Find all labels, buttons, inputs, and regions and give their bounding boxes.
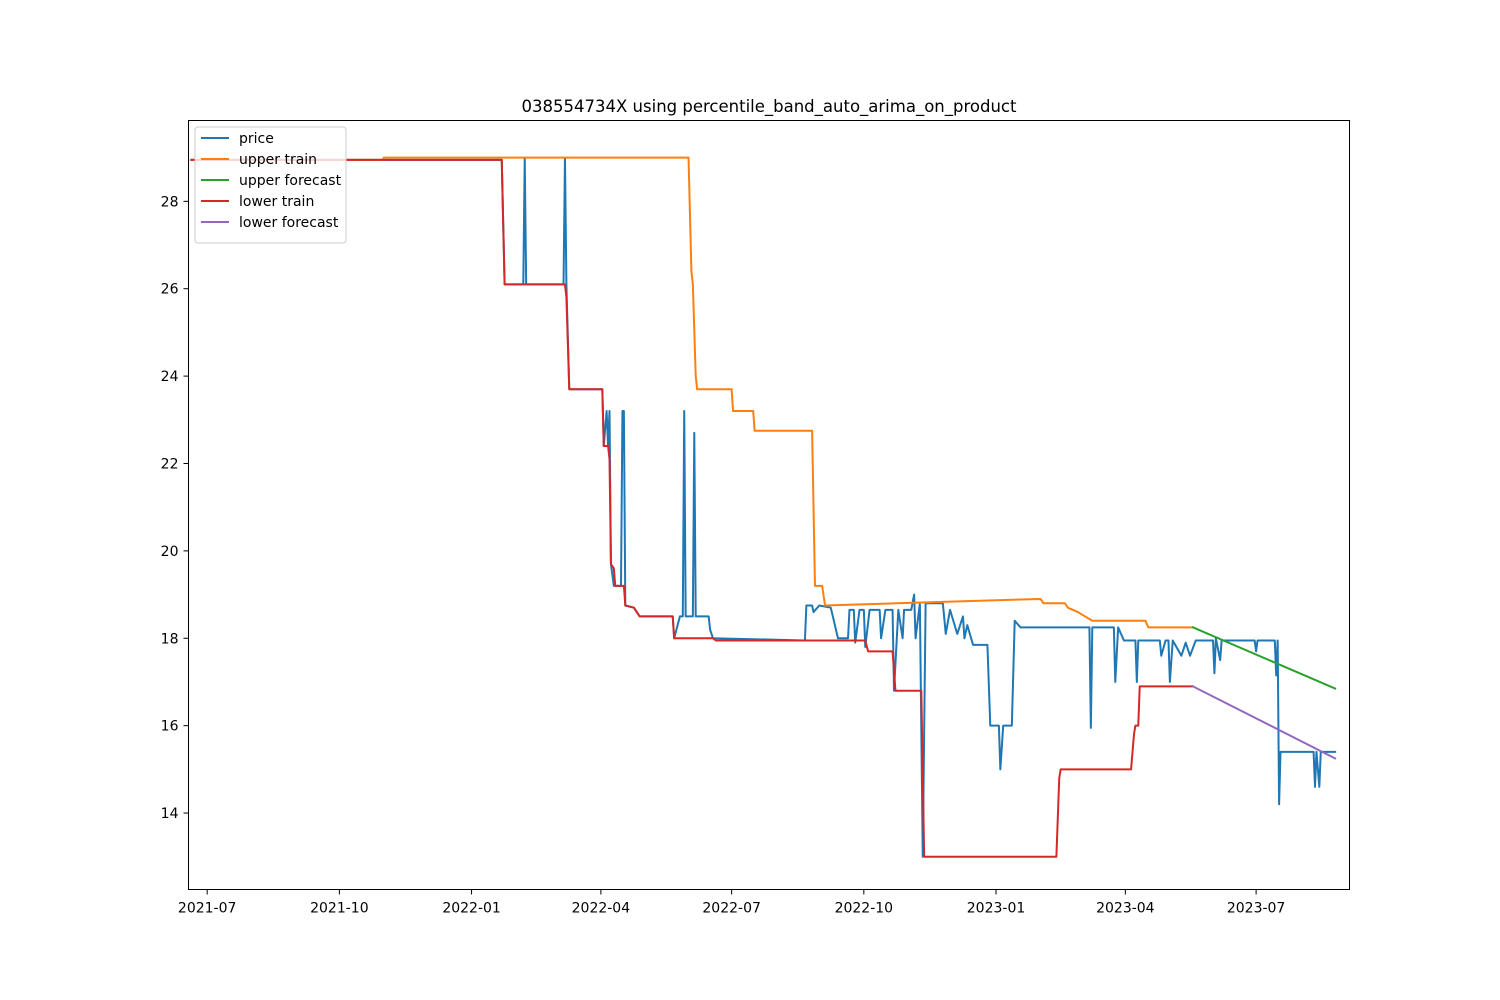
legend: price upper train upper forecast lower trai… — [194, 126, 347, 244]
x-tick-label: 2023-07 — [1227, 901, 1286, 917]
x-axis: 2021-07 2021-10 2022-01 2022-04 2022-07 2022-… — [178, 889, 1286, 917]
y-tick-label: 26 — [161, 282, 179, 298]
legend-label-upper-train: upper train — [239, 152, 317, 168]
legend-box — [194, 126, 347, 244]
x-tick-label: 2022-10 — [835, 901, 894, 917]
y-tick-label: 16 — [161, 719, 179, 735]
x-tick-label: 2021-07 — [178, 901, 237, 917]
series-line-price — [190, 156, 1337, 858]
y-tick-label: 24 — [161, 369, 179, 385]
series-layer — [190, 156, 1337, 858]
series-line-lower-forecast — [1191, 684, 1337, 760]
chart-title: 038554734X using percentile_band_auto_ar… — [522, 97, 1017, 117]
x-tick-label: 2021-10 — [310, 901, 369, 917]
x-tick-label: 2022-01 — [442, 901, 501, 917]
series-line-lower-train — [190, 158, 1194, 858]
x-tick-label: 2022-04 — [572, 901, 631, 917]
x-tick-label: 2023-04 — [1096, 901, 1155, 917]
legend-label-lower-forecast: lower forecast — [239, 215, 339, 231]
legend-label-price: price — [239, 131, 274, 147]
series-line-upper-forecast — [1191, 626, 1337, 690]
x-tick-label: 2023-01 — [967, 901, 1026, 917]
plot-frame — [188, 120, 1350, 890]
x-tick-label: 2022-07 — [702, 901, 761, 917]
legend-label-upper-forecast: upper forecast — [239, 173, 342, 189]
y-tick-label: 28 — [161, 194, 179, 210]
y-tick-label: 22 — [161, 456, 179, 472]
series-line-upper-train — [190, 156, 1194, 629]
y-axis: 14 16 18 20 22 24 26 28 — [161, 194, 189, 822]
y-tick-label: 18 — [161, 631, 179, 647]
y-tick-label: 14 — [161, 806, 179, 822]
y-tick-label: 20 — [161, 544, 179, 560]
legend-label-lower-train: lower train — [239, 194, 314, 210]
